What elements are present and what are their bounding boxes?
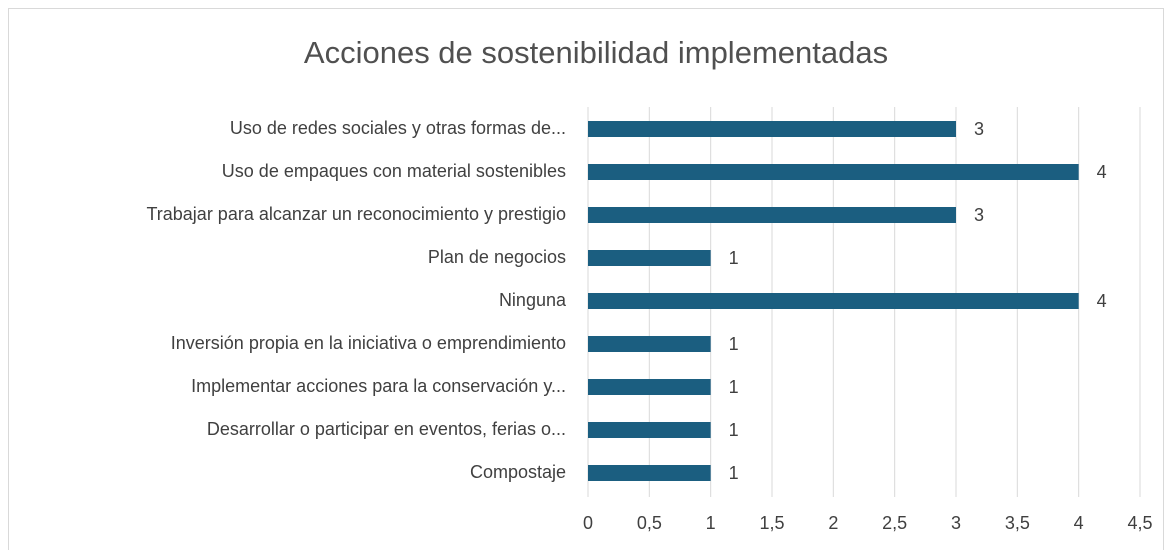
value-label: 4 (1097, 291, 1107, 311)
x-tick-label: 4,5 (1127, 513, 1152, 533)
y-tick-label: Uso de empaques con material sostenibles (222, 161, 566, 181)
chart-title: Acciones de sostenibilidad implementadas (304, 35, 888, 70)
y-tick-label: Uso de redes sociales y otras formas de.… (230, 118, 566, 138)
value-label: 3 (974, 205, 984, 225)
value-label: 1 (729, 463, 739, 483)
x-tick-label: 0,5 (637, 513, 662, 533)
chart-border (8, 8, 1164, 550)
bar (588, 164, 1079, 180)
bar (588, 336, 711, 352)
y-tick-label: Ninguna (499, 290, 567, 310)
x-tick-label: 3 (951, 513, 961, 533)
x-tick-label: 0 (583, 513, 593, 533)
x-tick-label: 2,5 (882, 513, 907, 533)
bar (588, 121, 956, 137)
y-tick-label: Implementar acciones para la conservació… (191, 376, 566, 396)
x-tick-label: 3,5 (1005, 513, 1030, 533)
value-label: 4 (1097, 162, 1107, 182)
y-tick-label: Compostaje (470, 462, 566, 482)
y-tick-label: Inversión propia en la iniciativa o empr… (171, 333, 566, 353)
bar (588, 465, 711, 481)
x-tick-label: 2 (828, 513, 838, 533)
x-tick-label: 1,5 (759, 513, 784, 533)
value-label: 1 (729, 334, 739, 354)
bar (588, 422, 711, 438)
y-tick-label: Desarrollar o participar en eventos, fer… (207, 419, 566, 439)
x-tick-label: 1 (706, 513, 716, 533)
value-label: 1 (729, 248, 739, 268)
bar (588, 250, 711, 266)
bar (588, 379, 711, 395)
y-tick-label: Plan de negocios (428, 247, 566, 267)
y-tick-label: Trabajar para alcanzar un reconocimiento… (146, 204, 566, 224)
x-tick-label: 4 (1074, 513, 1084, 533)
value-label: 1 (729, 420, 739, 440)
value-label: 1 (729, 377, 739, 397)
bar (588, 207, 956, 223)
bar (588, 293, 1079, 309)
value-label: 3 (974, 119, 984, 139)
